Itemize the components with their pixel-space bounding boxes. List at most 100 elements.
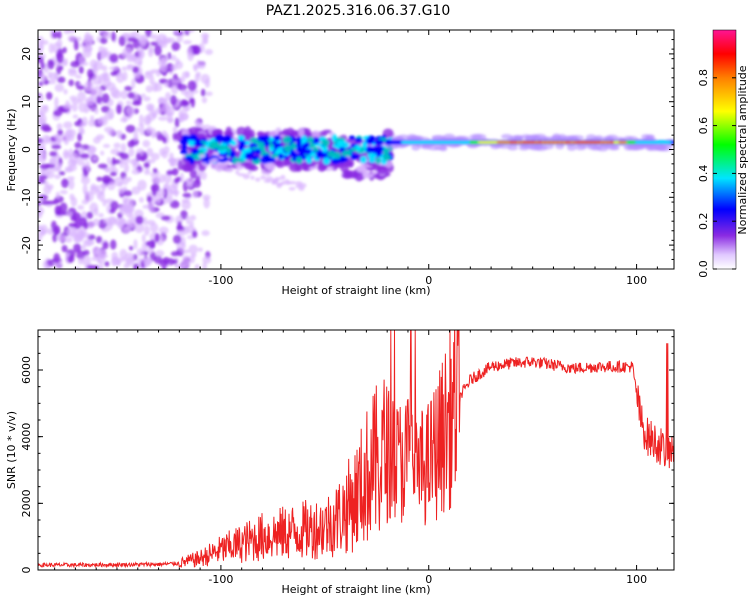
spectrogram-noise-blob bbox=[125, 124, 136, 133]
spectrogram-noise-blob bbox=[43, 185, 52, 195]
spectrogram-noise-blob bbox=[134, 222, 145, 234]
spectrogram-carrier-max bbox=[509, 141, 515, 144]
colorbar-tick-label: 0.8 bbox=[697, 69, 710, 87]
spectrogram-noise-blob bbox=[52, 233, 58, 243]
spectrogram-carrier-halo bbox=[427, 145, 441, 151]
spectrogram-carrier-halo bbox=[610, 145, 619, 150]
spectrogram-band-blob bbox=[344, 170, 353, 177]
spectrogram-noise-blob bbox=[165, 63, 174, 73]
spectrogram-noise-blob bbox=[149, 222, 159, 233]
spectrogram-noise-blob bbox=[48, 42, 54, 54]
spectrogram-noise-blob bbox=[88, 119, 96, 127]
spectrogram-noise-blob bbox=[171, 41, 181, 51]
spectrogram-noise-blob bbox=[96, 134, 105, 140]
spectrogram-noise-blob bbox=[189, 255, 196, 264]
spectrogram-noise-blob bbox=[185, 215, 190, 225]
spectrogram-noise-blob bbox=[71, 102, 78, 112]
spectrogram-carrier-max bbox=[604, 141, 610, 144]
spectrogram-noise-blob bbox=[53, 253, 61, 264]
spectrogram-carrier-max bbox=[567, 141, 573, 144]
spectrogram-carrier-halo bbox=[500, 134, 513, 140]
spectrogram-carrier-max bbox=[563, 141, 569, 144]
spectrogram-noise-blob bbox=[195, 175, 201, 185]
spectrogram-noise-blob bbox=[116, 104, 122, 115]
spectrogram-noise-blob bbox=[133, 239, 138, 250]
spectrogram-noise-blob bbox=[200, 88, 206, 97]
snr-series-line bbox=[38, 330, 674, 569]
spectrogram-noise-blob bbox=[59, 189, 68, 195]
spectrogram-band-core bbox=[382, 147, 389, 155]
spectrogram-streak-blob bbox=[276, 182, 283, 189]
spectrogram-noise-blob bbox=[110, 71, 118, 77]
snr-ytick-label: 2000 bbox=[20, 489, 33, 517]
spectrogram-noise-blob bbox=[128, 245, 134, 251]
spectrogram-carrier-halo bbox=[509, 135, 523, 142]
spectrogram-noise-blob bbox=[82, 44, 93, 53]
spectrogram-marks bbox=[38, 30, 674, 269]
colorbar: 0.0 0.2 0.4 0.6 0.8 Normalized spectral ampl… bbox=[697, 29, 749, 278]
spectrogram-band-core bbox=[244, 152, 251, 160]
spectrogram-noise-blob bbox=[122, 176, 129, 186]
spectrogram-noise-blob bbox=[128, 147, 135, 157]
spectrogram-band-core bbox=[327, 150, 336, 158]
spectrogram-noise-blob bbox=[86, 264, 97, 269]
spectrogram-noise-blob bbox=[142, 140, 151, 148]
spectrogram-noise-blob bbox=[76, 85, 86, 90]
spectrogram-noise-blob bbox=[68, 179, 75, 190]
spectrogram-noise-blob bbox=[42, 126, 52, 133]
spectrogram-noise-blob bbox=[80, 121, 87, 127]
spectrogram-noise-blob bbox=[81, 244, 86, 250]
spectrogram-noise-blob bbox=[131, 31, 140, 40]
spectrogram-noise-blob bbox=[178, 115, 183, 123]
spectrogram-noise-blob bbox=[116, 133, 122, 139]
spectrogram-noise-blob bbox=[54, 96, 59, 108]
spectrogram-band-core bbox=[261, 149, 267, 156]
spectrogram-noise-blob bbox=[168, 196, 174, 203]
spectrogram-noise-blob bbox=[42, 40, 49, 45]
spectrogram-noise-blob bbox=[145, 85, 153, 93]
spectrogram-noise-blob bbox=[197, 247, 203, 252]
spectrogram-noise-blob bbox=[194, 73, 200, 83]
spectrogram-noise-blob bbox=[154, 44, 162, 56]
spectrogram-noise-blob bbox=[167, 158, 177, 163]
spectrogram-band-blob bbox=[266, 162, 276, 171]
spectrogram-noise-blob bbox=[64, 168, 73, 173]
spectrogram-noise-blob bbox=[135, 215, 144, 225]
spectrogram-noise-blob bbox=[145, 30, 152, 38]
spectrogram-carrier-max bbox=[530, 141, 536, 144]
spectrogram-noise-blob bbox=[73, 221, 82, 229]
spectrogram-noise-blob bbox=[200, 171, 207, 181]
spectrogram-noise-blob bbox=[175, 60, 184, 70]
spectrogram-band-core bbox=[374, 139, 385, 146]
spectrogram-noise-blob bbox=[122, 208, 133, 213]
spectrogram-band-core bbox=[303, 142, 310, 147]
spectrogram-noise-blob bbox=[113, 142, 121, 149]
spectrogram-noise-blob bbox=[40, 61, 46, 70]
spectrogram-noise-blob bbox=[70, 60, 80, 68]
spectrogram-noise-blob bbox=[41, 134, 51, 144]
spectrogram-noise-blob bbox=[56, 234, 66, 242]
spectrogram-noise-blob bbox=[118, 35, 126, 47]
spectrogram-noise-blob bbox=[38, 174, 48, 180]
spectrogram-noise-blob bbox=[150, 172, 156, 177]
spectrogram-band-core bbox=[229, 150, 236, 159]
spectrogram-noise-blob bbox=[53, 72, 59, 81]
spectrogram-noise-blob bbox=[55, 211, 65, 216]
spectrogram-band-core bbox=[331, 158, 340, 165]
spectrogram-noise-blob bbox=[138, 114, 144, 125]
spectrogram-streak-blob bbox=[247, 170, 252, 175]
spectrogram-noise-blob bbox=[101, 105, 110, 113]
spectrogram-band-core bbox=[191, 148, 197, 155]
spectrogram-noise-blob bbox=[122, 196, 129, 204]
spectrogram-noise-blob bbox=[132, 66, 140, 74]
spectrogram-noise-blob bbox=[124, 252, 135, 264]
spectrogram-noise-blob bbox=[82, 249, 90, 256]
spectrogram-band-core bbox=[295, 156, 303, 165]
spectrogram-carrier-halo bbox=[656, 144, 666, 151]
spectrogram-noise-blob bbox=[86, 211, 94, 219]
spectrogram-noise-blob bbox=[158, 226, 169, 235]
spectrogram-noise-blob bbox=[170, 54, 177, 61]
spectrogram-noise-blob bbox=[115, 72, 125, 84]
spectrogram-noise-blob bbox=[171, 258, 178, 265]
spectrogram-carrier-max bbox=[588, 141, 594, 144]
